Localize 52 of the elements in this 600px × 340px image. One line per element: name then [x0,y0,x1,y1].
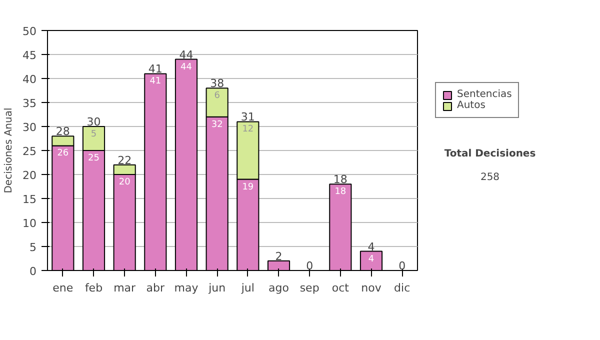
x-tick-label: nov [361,282,382,294]
data-label: 18 [334,187,346,198]
legend-label: Sentencias [457,89,512,100]
x-tick-label: jun [208,282,226,294]
x-tick-label: sep [300,282,320,294]
data-label: 5 [90,130,97,140]
y-tick-label: 10 [22,217,37,230]
y-tick-label: 30 [22,121,37,134]
data-label: 26 [57,148,69,159]
y-tick-label: 0 [30,265,36,278]
x-tick-label: may [174,282,199,294]
x-tick-label: dic [394,282,410,294]
x-tick-label: ene [52,282,74,294]
total-label: 0 [306,260,314,272]
total-label: 30 [86,116,101,128]
total-label: 31 [240,110,255,124]
data-label: 4 [368,254,374,264]
y-tick-label: 35 [22,97,37,110]
x-tick-label: feb [84,282,103,294]
y-tick-label: 15 [22,193,37,206]
x-tick-label: abr [146,282,166,294]
y-tick-label: 50 [22,25,37,38]
y-tick-label: 20 [22,169,37,182]
legend-label: Autos [457,100,486,111]
x-tick-label: jul [240,282,254,294]
data-label: 41 [150,76,162,87]
y-axis-title: Decisiones Anual [4,108,15,194]
total-label: 18 [333,173,348,186]
total-label: 2 [275,250,282,263]
x-tick-label: oct [332,282,350,294]
data-label: 12 [242,124,254,135]
total-label: 44 [179,48,194,62]
total-label: 28 [56,125,70,138]
y-tick-label: 25 [22,145,37,158]
total-label: 38 [210,77,224,90]
y-tick-label: 5 [30,241,36,254]
y-tick-label: 45 [22,49,37,62]
text: Total Decisiones [444,148,536,160]
total-label: 22 [118,154,132,167]
x-tick-label: ago [268,282,290,294]
data-label: 20 [118,178,131,188]
data-label: 32 [211,120,223,130]
data-label: 19 [242,182,254,192]
data-label: 25 [88,154,100,164]
data-label: 6 [214,91,220,102]
total-label: 0 [398,260,406,272]
total-label: 4 [368,240,375,254]
text: 258 [480,172,500,184]
total-label: 41 [148,62,162,76]
y-tick-label: 40 [22,73,37,86]
data-label: 44 [180,62,192,72]
x-tick-label: mar [114,282,136,294]
